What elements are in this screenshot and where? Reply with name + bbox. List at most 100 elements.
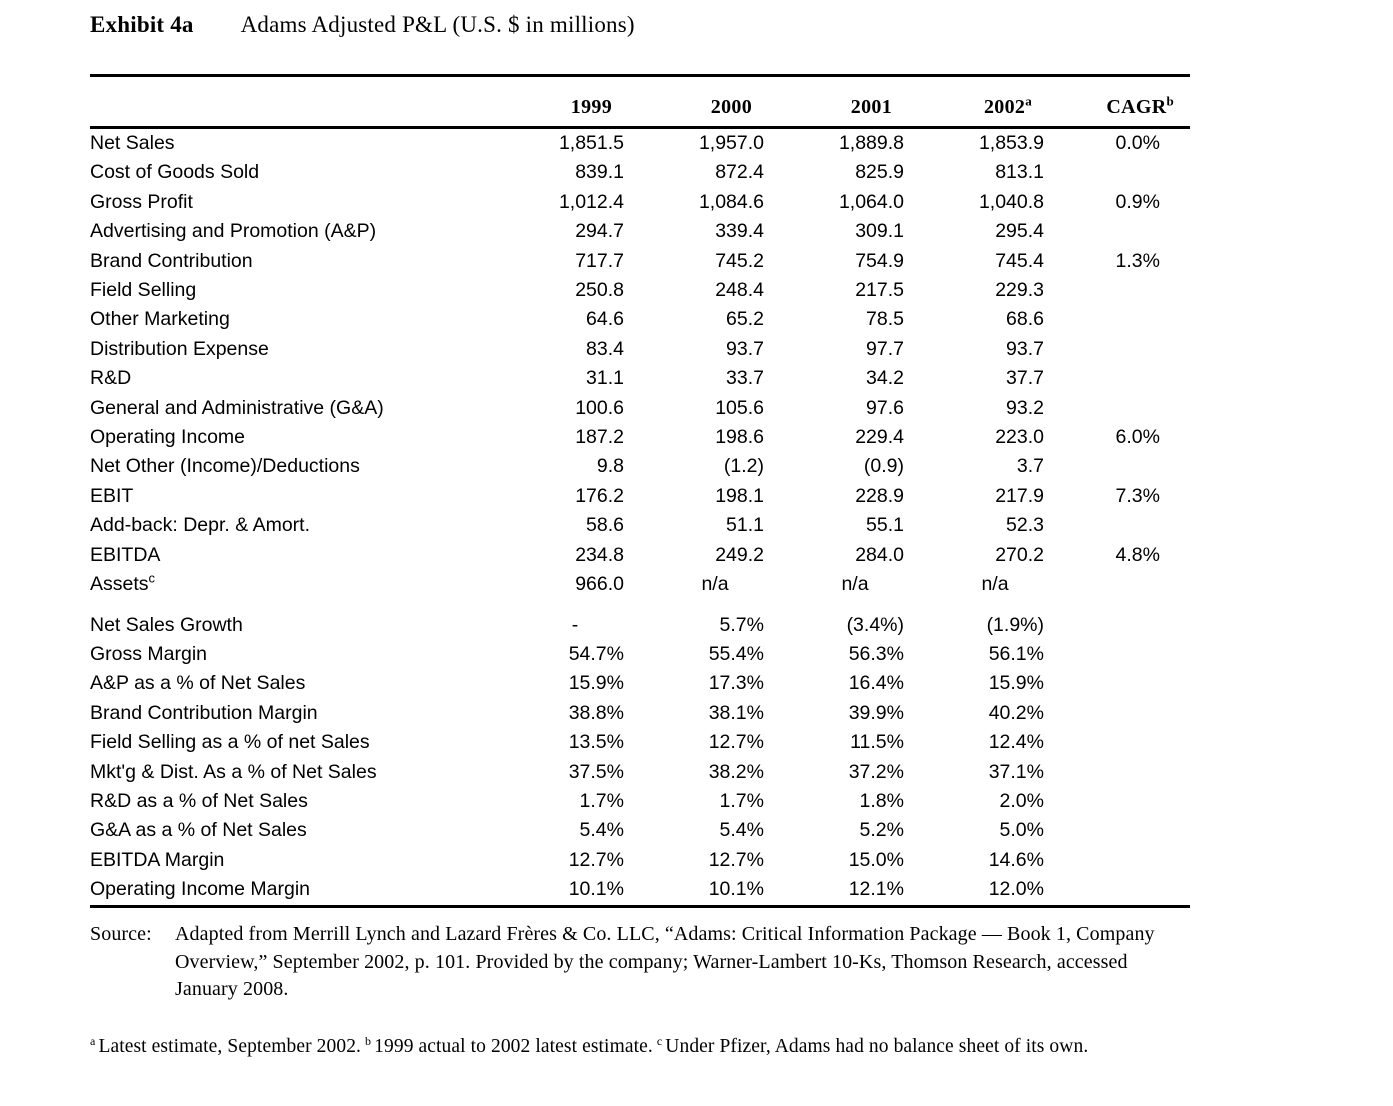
cell-1999: 9.8 [596,455,624,478]
cell-cagr [1070,335,1190,364]
cell-1999: 64.6 [586,308,624,331]
table-row: Distribution Expense 83.4 93.7 97.7 93.7 [90,335,1190,364]
row-label: EBITDA [90,543,161,566]
cell-2000: 10.1% [708,878,764,901]
row-label: Brand Contribution Margin [90,701,318,724]
cell-2001: 309.1 [855,220,904,243]
cell-1999: 250.8 [575,279,624,302]
cell-1999: 5.4% [579,819,624,842]
table-row: Field Selling 250.8 248.4 217.5 229.3 [90,276,1190,305]
cell-2000: (1.2) [723,455,764,478]
cell-2002: 745.4 [995,249,1044,272]
table-row: Assetsc 966.0 n/a n/a n/a [90,570,1190,599]
cell-2000: 1,957.0 [698,132,764,154]
cell-2001: 39.9% [848,701,904,724]
table-row: Net Sales 1,851.5 1,957.0 1,889.8 1,853.… [90,128,1190,159]
header-empty [90,75,510,129]
cell-2002: 37.7 [1006,367,1044,390]
cell-1999: 10.1% [568,878,624,901]
exhibit-label: Exhibit 4a [90,12,194,37]
cell-2001: 11.5% [850,731,904,754]
cell-2000: 248.4 [715,279,764,302]
cell-cagr [1070,787,1190,816]
table-row: R&D as a % of Net Sales 1.7% 1.7% 1.8% 2… [90,787,1190,816]
table-row: G&A as a % of Net Sales 5.4% 5.4% 5.2% 5… [90,816,1190,845]
cell-2000: 55.4% [708,642,764,665]
cell-cagr [1070,511,1190,540]
cell-2001: n/a [841,573,869,596]
footnote-a: a Latest estimate, September 2002. [90,1033,362,1058]
cell-2001: 37.2% [848,760,904,783]
cell-cagr [1070,217,1190,246]
table-body: Net Sales 1,851.5 1,957.0 1,889.8 1,853.… [90,128,1190,907]
row-label: Field Selling as a % of net Sales [90,731,370,754]
cell-2002: 37.1% [988,760,1044,783]
row-label: Net Sales [90,132,175,154]
cell-2002: 93.2 [1006,396,1044,419]
cell-2000: 33.7 [726,367,764,390]
cell-1999: 294.7 [575,220,624,243]
cell-2002: 14.6% [988,848,1044,871]
cell-2001: 825.9 [855,161,904,184]
cell-1999: 38.8% [568,701,624,724]
cell-cagr [1070,699,1190,728]
row-label: Mkt'g & Dist. As a % of Net Sales [90,760,377,783]
cell-2001: 56.3% [848,642,904,665]
cell-2001: 97.6 [866,396,904,419]
cell-2002: 5.0% [999,819,1044,842]
table-row: Add-back: Depr. & Amort. 58.6 51.1 55.1 … [90,511,1190,540]
cell-2001: 1,064.0 [838,190,904,213]
row-label: Distribution Expense [90,337,269,360]
cell-2002: 93.7 [1006,337,1044,360]
cell-cagr: 4.8% [1115,543,1160,566]
table-row: Gross Margin 54.7% 55.4% 56.3% 56.1% [90,640,1190,669]
header-2002: 2002a [930,75,1070,129]
row-label: Gross Profit [90,190,193,213]
cell-2002: 56.1% [988,642,1044,665]
cell-2000: 17.3% [708,672,764,695]
cell-2002: 12.4% [988,731,1044,754]
cell-2002: 3.7 [1016,455,1044,478]
table-row: Cost of Goods Sold 839.1 872.4 825.9 813… [90,158,1190,187]
cell-2000: 105.6 [715,396,764,419]
cell-cagr [1070,570,1190,599]
table-row: Operating Income Margin 10.1% 10.1% 12.1… [90,875,1190,906]
cell-2002: 270.2 [995,543,1044,566]
cell-2002: 2.0% [999,789,1044,812]
cell-cagr [1070,640,1190,669]
cell-2001: 12.1% [848,878,904,901]
cell-cagr: 0.9% [1115,190,1160,213]
cell-1999: 12.7% [568,848,624,871]
cell-2000: 12.7% [708,848,764,871]
table-row: Operating Income 187.2 198.6 229.4 223.0… [90,423,1190,452]
cell-2000: 5.4% [719,819,764,842]
row-label: Gross Margin [90,642,208,665]
cell-2000: 249.2 [715,543,764,566]
cell-2001: 1,889.8 [838,132,904,154]
cell-1999: 176.2 [575,484,624,507]
cell-2000: 65.2 [726,308,764,331]
cell-cagr [1070,452,1190,481]
cell-cagr: 1.3% [1115,249,1160,272]
cell-2000: 198.1 [715,484,764,507]
cell-2002: 12.0% [988,878,1044,901]
table-row: Advertising and Promotion (A&P) 294.7 33… [90,217,1190,246]
row-label: Add-back: Depr. & Amort. [90,514,311,537]
source-label: Source: [90,923,152,945]
table-row: Field Selling as a % of net Sales 13.5% … [90,728,1190,757]
table-row: Brand Contribution 717.7 745.2 754.9 745… [90,247,1190,276]
table-row: R&D 31.1 33.7 34.2 37.7 [90,364,1190,393]
row-label: Field Selling [90,279,197,302]
row-label: R&D as a % of Net Sales [90,789,308,812]
cell-1999: 31.1 [586,367,624,390]
cell-2002: 1,040.8 [978,190,1044,213]
exhibit-title-text: Adams Adjusted P&L (U.S. $ in millions) [240,12,635,37]
row-label: Brand Contribution [90,249,253,272]
footnote-b: b 1999 actual to 2002 latest estimate. [365,1033,653,1058]
cell-2000: 38.1% [708,701,764,724]
cell-2000: 745.2 [715,249,764,272]
cell-1999: 83.4 [586,337,624,360]
table-row: A&P as a % of Net Sales 15.9% 17.3% 16.4… [90,669,1190,698]
table-row: Net Sales Growth - 5.7% (3.4%) (1.9%) [90,600,1190,640]
